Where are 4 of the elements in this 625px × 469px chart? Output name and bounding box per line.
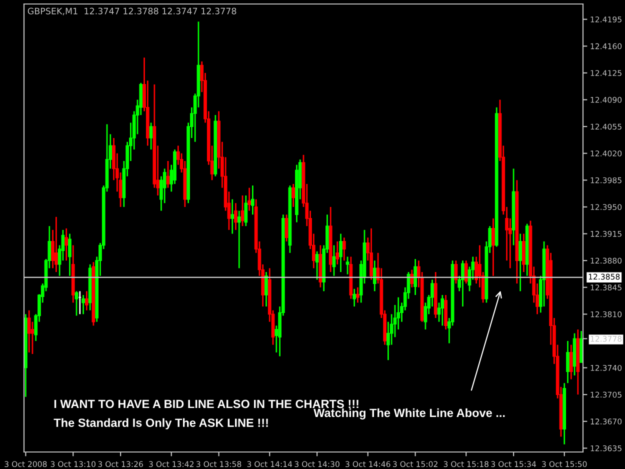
annotation: Watching The White Line Above ... — [314, 408, 505, 420]
annotation: The Standard Is Only The ASK LINE !!! — [54, 418, 268, 430]
chart-title: GBPSEK,M1 12.3747 12.3788 12.3747 12.3778 — [28, 8, 236, 16]
annotation: I WANT TO HAVE A BID LINE ALSO IN THE CHARTS !!! — [54, 400, 358, 408]
